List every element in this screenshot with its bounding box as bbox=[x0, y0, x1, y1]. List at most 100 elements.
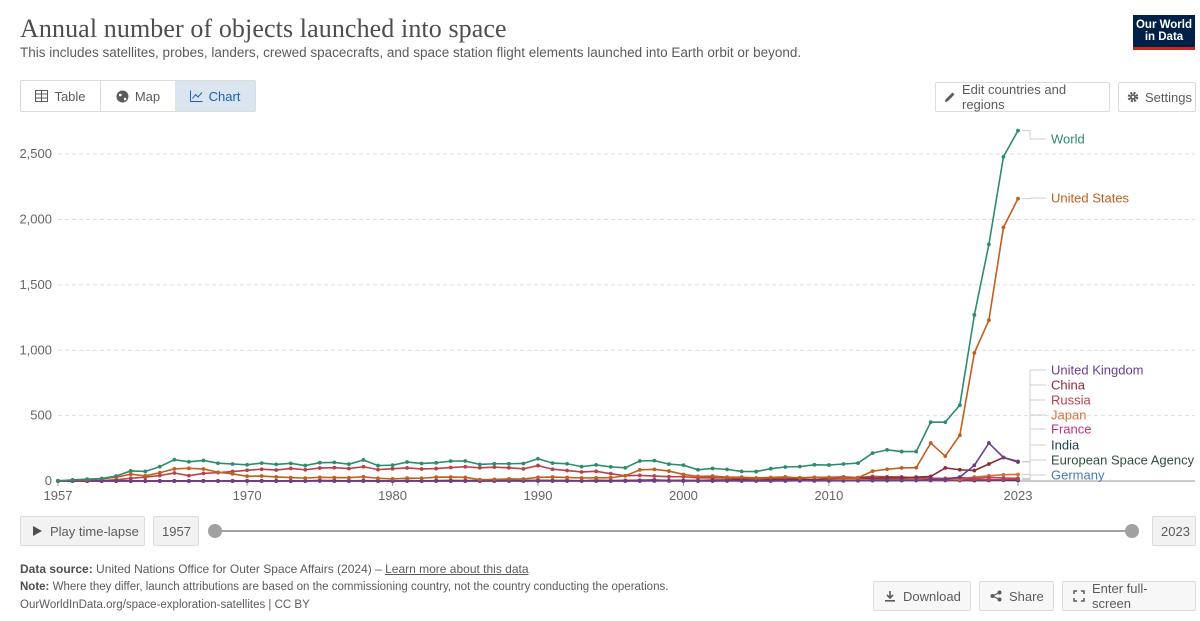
fullscreen-button[interactable]: Enter full-screen bbox=[1062, 581, 1196, 611]
note-label: Note: bbox=[20, 581, 50, 593]
data-point-united-states bbox=[739, 475, 744, 480]
data-point-united-states bbox=[288, 475, 293, 480]
timeline-end-handle[interactable] bbox=[1125, 524, 1139, 538]
series-label-germany[interactable]: Germany bbox=[1051, 468, 1105, 483]
series-label-india[interactable]: India bbox=[1051, 438, 1080, 453]
tab-table[interactable]: Table bbox=[21, 81, 101, 111]
data-point-united-kingdom bbox=[187, 479, 191, 483]
data-point-united-states bbox=[681, 472, 686, 477]
view-tabs: Table Map Chart bbox=[20, 80, 256, 112]
data-point-world bbox=[419, 461, 424, 466]
data-point-united-kingdom bbox=[201, 478, 206, 483]
data-point-russia bbox=[172, 471, 177, 475]
learn-more-link[interactable]: Learn more about this data bbox=[385, 562, 529, 576]
data-point-world bbox=[361, 458, 366, 462]
label-connector-china bbox=[1022, 384, 1046, 463]
data-point-russia bbox=[361, 464, 366, 469]
share-button[interactable]: Share bbox=[979, 581, 1054, 611]
page-subtitle: This includes satellites, probes, lander… bbox=[20, 45, 802, 60]
timeline-end-year[interactable]: 2023 bbox=[1152, 516, 1196, 546]
series-label-russia[interactable]: Russia bbox=[1051, 393, 1092, 408]
data-point-russia bbox=[1016, 476, 1020, 481]
data-point-united-kingdom bbox=[768, 478, 773, 483]
table-icon bbox=[35, 90, 49, 102]
data-point-world bbox=[303, 463, 308, 468]
data-point-united-states bbox=[448, 475, 453, 479]
series-line-united-states bbox=[57, 198, 1019, 482]
series-label-united-kingdom[interactable]: United Kingdom bbox=[1051, 363, 1144, 378]
data-point-united-kingdom bbox=[565, 479, 569, 483]
series-world[interactable] bbox=[56, 128, 1020, 483]
data-point-world bbox=[405, 460, 409, 464]
data-point-china bbox=[957, 467, 962, 472]
gridlines bbox=[58, 153, 1195, 482]
label-connector-united-states bbox=[1022, 197, 1046, 200]
data-point-world bbox=[914, 449, 919, 454]
data-point-world bbox=[550, 461, 555, 465]
edit-countries-button[interactable]: Edit countries and regions bbox=[935, 82, 1110, 112]
tab-map[interactable]: Map bbox=[101, 81, 175, 111]
line-chart[interactable]: 0 500 1,000 1,500 2,000 2,500 1957 1970 1980 1990… bbox=[0, 120, 1200, 510]
data-point-united-states bbox=[259, 474, 264, 478]
data-point-russia bbox=[419, 467, 424, 471]
data-point-united-states bbox=[943, 454, 948, 459]
data-point-united-states bbox=[143, 473, 148, 478]
data-point-united-states bbox=[637, 467, 642, 472]
label-connector-france bbox=[1022, 428, 1046, 480]
series-united-states[interactable] bbox=[56, 196, 1020, 483]
data-point-russia bbox=[303, 467, 308, 472]
data-point-united-states bbox=[870, 469, 875, 474]
series-label-european-space-agency[interactable]: European Space Agency bbox=[1051, 453, 1195, 468]
data-point-world bbox=[157, 464, 162, 469]
y-tick-label: 1,500 bbox=[19, 277, 52, 292]
download-button[interactable]: Download bbox=[873, 581, 971, 611]
data-point-united-states bbox=[332, 475, 337, 480]
data-point-russia bbox=[477, 465, 482, 470]
x-tick-label: 2023 bbox=[1004, 488, 1033, 503]
play-timelapse-button[interactable]: Play time-lapse bbox=[20, 516, 145, 546]
data-point-united-states bbox=[521, 477, 526, 481]
download-icon bbox=[884, 590, 896, 602]
data-point-world bbox=[827, 463, 831, 467]
data-point-united-kingdom bbox=[245, 479, 249, 483]
data-point-world bbox=[259, 461, 264, 465]
data-point-world bbox=[972, 313, 977, 317]
y-tick-label: 2,000 bbox=[19, 212, 52, 227]
series-label-japan[interactable]: Japan bbox=[1051, 408, 1086, 423]
data-point-united-kingdom bbox=[128, 478, 133, 483]
data-point-united-states bbox=[972, 350, 977, 355]
series-label-world[interactable]: World bbox=[1051, 132, 1085, 147]
data-point-united-kingdom bbox=[841, 478, 846, 483]
download-label: Download bbox=[903, 588, 961, 604]
data-point-world bbox=[187, 459, 191, 464]
credit-line[interactable]: OurWorldInData.org/space-exploration-sat… bbox=[20, 599, 310, 611]
tab-chart-label: Chart bbox=[208, 88, 241, 104]
data-point-world bbox=[681, 463, 686, 468]
data-point-united-kingdom bbox=[172, 479, 177, 483]
data-point-world bbox=[768, 466, 773, 471]
timeline-start-handle[interactable] bbox=[208, 524, 222, 538]
timeline-slider-track[interactable] bbox=[215, 530, 1132, 532]
data-point-russia bbox=[987, 475, 991, 480]
data-point-united-kingdom bbox=[870, 478, 875, 483]
timeline-start-year[interactable]: 1957 bbox=[153, 516, 199, 546]
data-point-united-states bbox=[987, 318, 991, 323]
series-label-france[interactable]: France bbox=[1051, 422, 1091, 437]
tab-table-label: Table bbox=[54, 88, 86, 104]
data-point-russia bbox=[332, 465, 337, 470]
data-point-world bbox=[507, 461, 511, 466]
data-point-united-kingdom bbox=[361, 478, 366, 483]
data-point-world bbox=[201, 458, 206, 463]
x-tick-label: 1980 bbox=[378, 488, 407, 503]
data-point-world bbox=[754, 469, 759, 474]
owid-logo[interactable]: Our World in Data bbox=[1133, 15, 1195, 50]
x-tick-label: 1970 bbox=[233, 488, 262, 503]
data-point-united-states bbox=[797, 476, 802, 480]
tab-chart[interactable]: Chart bbox=[175, 81, 255, 111]
data-point-russia bbox=[667, 474, 671, 479]
data-point-russia bbox=[550, 467, 555, 472]
series-label-united-states[interactable]: United States bbox=[1051, 191, 1130, 206]
data-point-world bbox=[70, 478, 75, 482]
settings-button[interactable]: Settings bbox=[1118, 82, 1196, 112]
series-label-china[interactable]: China bbox=[1051, 378, 1086, 393]
